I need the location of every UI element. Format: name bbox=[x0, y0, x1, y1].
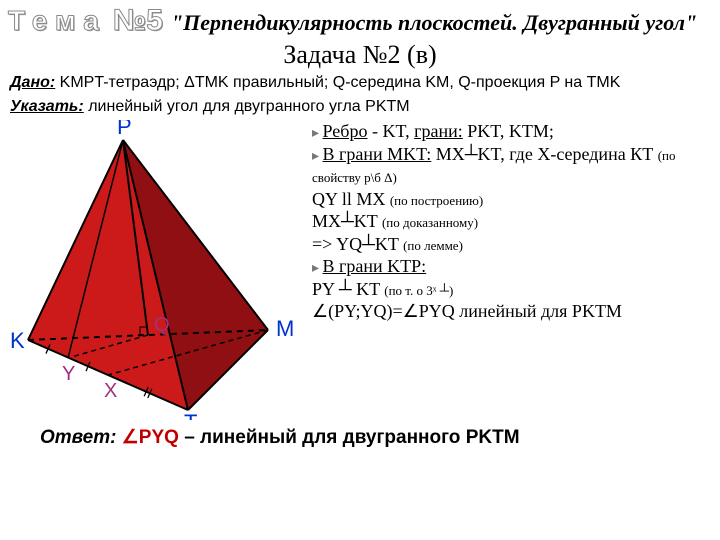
svg-text:X: X bbox=[104, 380, 117, 402]
sol-line-3: QY ll MX (по построению) bbox=[312, 188, 712, 211]
find-line: Указать: линейный угол для двугранного у… bbox=[0, 98, 720, 116]
sol-line-7: PY ┴ KT (по т. о 3ˣ ┴) bbox=[312, 278, 712, 301]
given-label: Дано: bbox=[10, 74, 55, 91]
given-line: Дано: KMPT-тетраэдр; ΔTMK правильный; Q-… bbox=[0, 74, 720, 92]
topic-title: "Перпендикулярность плоскостей. Двугранн… bbox=[171, 10, 697, 36]
svg-text:P: P bbox=[117, 120, 132, 139]
svg-text:Y: Y bbox=[62, 363, 75, 385]
svg-text:K: K bbox=[10, 328, 25, 353]
svg-text:M: M bbox=[276, 316, 294, 341]
answer-label: Ответ: bbox=[40, 427, 116, 448]
sol-line-5: => YQ┴KT (по лемме) bbox=[312, 233, 712, 256]
answer-rest: – линейный для двугранного PKTM bbox=[184, 427, 519, 448]
sol-line-4: MX┴KT (по доказанному) bbox=[312, 210, 712, 233]
sol-line-2: В грани MKT: MX┴KT, где X-середина КТ (п… bbox=[312, 143, 712, 188]
solution-text: Ребро - KT, грани: PKT, KTM; В грани MKT… bbox=[308, 120, 712, 420]
task-title: Задача №2 (в) bbox=[0, 40, 720, 70]
content-row: P K M T Q X Y Ребро - KT, грани: PKT, KTM; В г… bbox=[0, 116, 720, 420]
sol-line-8: ∠(PY;YQ)=∠PYQ линейный для PKTM bbox=[312, 300, 712, 323]
given-text: KMPT-тетраэдр; ΔTMK правильный; Q-середи… bbox=[55, 74, 620, 91]
sol-line-1: Ребро - KT, грани: PKT, KTM; bbox=[312, 120, 712, 143]
find-label: Указать: bbox=[10, 98, 84, 115]
topic-number: №5 bbox=[113, 4, 163, 38]
svg-text:T: T bbox=[184, 410, 197, 420]
answer-angle: ∠PYQ bbox=[122, 427, 184, 448]
header: Тема №5 "Перпендикулярность плоскостей. … bbox=[0, 0, 720, 38]
sol-line-6: В грани KTP: bbox=[312, 255, 712, 278]
tema-label: Тема bbox=[8, 5, 107, 37]
answer-line: Ответ: ∠PYQ – линейный для двугранного P… bbox=[0, 420, 720, 449]
find-text: линейный угол для двугранного угла PKTM bbox=[84, 98, 410, 115]
svg-text:Q: Q bbox=[154, 314, 170, 336]
tetrahedron-diagram: P K M T Q X Y bbox=[8, 120, 308, 420]
